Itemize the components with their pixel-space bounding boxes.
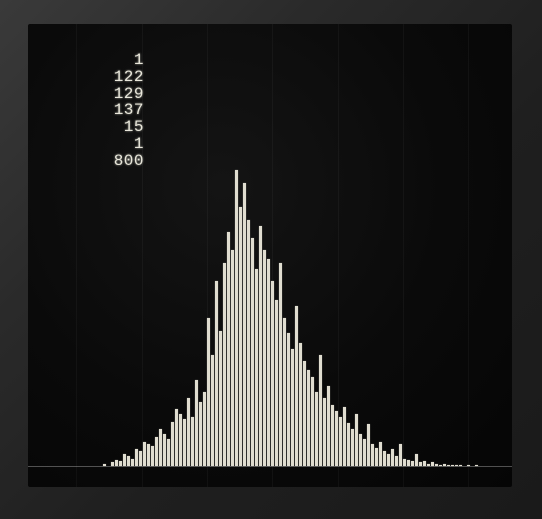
bar-65 (291, 349, 294, 466)
bar-71 (315, 392, 318, 466)
bar-47 (219, 331, 222, 467)
bar-61 (275, 300, 278, 467)
grid-line-5 (403, 24, 404, 487)
bar-86 (375, 448, 378, 467)
bar-96 (415, 454, 418, 466)
bar-88 (383, 451, 386, 466)
bar-90 (391, 449, 394, 466)
bar-43 (203, 392, 206, 466)
bar-34 (167, 439, 170, 466)
bar-91 (395, 456, 398, 466)
bar-29 (147, 444, 150, 466)
bar-33 (163, 434, 166, 466)
bar-83 (363, 439, 366, 466)
bar-48 (223, 263, 226, 467)
bar-49 (227, 232, 230, 466)
readout-line-4: 15 (100, 119, 144, 136)
bar-72 (319, 355, 322, 466)
bar-46 (215, 281, 218, 466)
bar-92 (399, 444, 402, 466)
bar-40 (191, 417, 194, 466)
bar-87 (379, 442, 382, 467)
bar-42 (199, 402, 202, 466)
bar-54 (247, 220, 250, 467)
screenshot-frame: 1122129137151800 (0, 0, 542, 519)
histogram-bars (28, 170, 512, 466)
readout-line-3: 137 (100, 102, 144, 119)
readout-block: 1122129137151800 (100, 52, 144, 170)
bar-82 (359, 434, 362, 466)
bar-63 (283, 318, 286, 466)
bar-89 (387, 454, 390, 466)
bar-75 (331, 405, 334, 467)
bar-39 (187, 398, 190, 466)
crt-display: 1122129137151800 (28, 24, 512, 487)
readout-line-2: 129 (100, 86, 144, 103)
bar-52 (239, 207, 242, 466)
bar-84 (367, 424, 370, 466)
bar-23 (123, 454, 126, 466)
readout-line-1: 122 (100, 69, 144, 86)
grid-line-1 (142, 24, 143, 487)
bar-79 (347, 423, 350, 466)
grid-line-2 (207, 24, 208, 487)
bar-78 (343, 407, 346, 466)
bar-70 (311, 377, 314, 466)
bar-67 (299, 343, 302, 466)
bar-77 (339, 417, 342, 466)
bar-32 (159, 429, 162, 466)
readout-line-0: 1 (100, 52, 144, 69)
bar-64 (287, 333, 290, 466)
bar-58 (263, 250, 266, 466)
bar-30 (151, 446, 154, 466)
bar-57 (259, 226, 262, 467)
bar-62 (279, 263, 282, 467)
bar-81 (355, 414, 358, 466)
bar-36 (175, 409, 178, 466)
bar-69 (307, 370, 310, 466)
bar-74 (327, 386, 330, 466)
bar-80 (351, 429, 354, 466)
bar-24 (127, 456, 130, 466)
bar-85 (371, 444, 374, 466)
bar-41 (195, 380, 198, 466)
bar-50 (231, 250, 234, 466)
bar-51 (235, 170, 238, 466)
bar-25 (131, 459, 134, 466)
bar-59 (267, 259, 270, 466)
bar-45 (211, 355, 214, 466)
bar-38 (183, 419, 186, 466)
bar-68 (303, 361, 306, 466)
bar-37 (179, 414, 182, 466)
grid-line-4 (338, 24, 339, 487)
bar-26 (135, 449, 138, 466)
readout-line-6: 800 (100, 153, 144, 170)
bar-56 (255, 269, 258, 466)
bar-53 (243, 183, 246, 467)
grid-line-3 (272, 24, 273, 487)
readout-line-5: 1 (100, 136, 144, 153)
bar-31 (155, 437, 158, 467)
baseline (28, 466, 512, 467)
grid-line-6 (468, 24, 469, 487)
bar-66 (295, 306, 298, 466)
bar-73 (323, 398, 326, 466)
bar-28 (143, 442, 146, 467)
bar-35 (171, 422, 174, 466)
grid-line-0 (76, 24, 77, 487)
bar-55 (251, 238, 254, 466)
